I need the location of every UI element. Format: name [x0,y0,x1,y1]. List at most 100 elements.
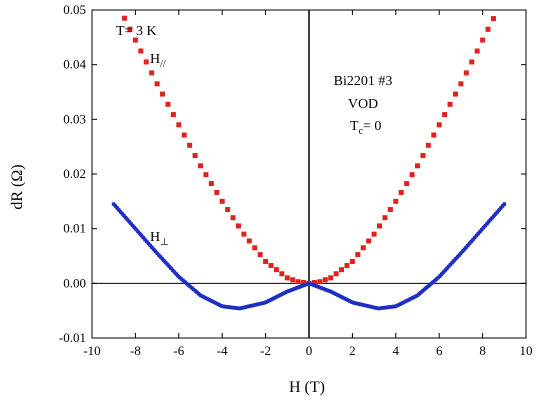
data-point-parallel [366,238,372,244]
data-point-parallel [208,181,214,187]
data-point-parallel [132,37,138,43]
data-point-parallel [349,258,355,264]
data-point-parallel [339,267,345,273]
x-tick-label: 4 [393,343,400,358]
data-point-parallel [127,26,133,32]
data-point-parallel [203,172,209,178]
data-point-parallel [257,252,263,258]
data-point-parallel [198,163,203,169]
y-tick-label: 0.00 [63,275,86,290]
data-point-parallel [474,48,480,54]
data-point-parallel [187,142,193,148]
data-point-parallel [219,198,225,204]
y-axis-title: dR (Ω) [9,164,26,209]
data-point-parallel [322,277,328,283]
tc-main: T [350,119,359,134]
x-tick-label: -10 [83,343,100,358]
data-point-parallel [241,231,247,237]
y-tick-label: 0.03 [63,111,86,126]
tc-sub: c [359,126,364,137]
data-point-parallel [176,122,182,128]
data-point-parallel [143,59,149,65]
data-point-parallel [290,277,296,283]
data-point-parallel [355,252,361,258]
y-tick-label: 0.01 [63,221,86,236]
x-axis-title: H (T) [289,379,325,396]
series-label-perpendicular-sub: ⊥ [160,237,169,248]
data-point-parallel [442,112,448,118]
x-tick-label: -2 [260,343,271,358]
data-point-parallel [181,132,187,138]
data-point-parallel [311,280,317,286]
data-point-parallel [149,70,155,76]
condition-annotation: VOD [348,97,378,112]
series-label-parallel-main: H [150,52,160,67]
data-point-parallel [235,223,241,229]
x-tick-label: -6 [173,343,184,358]
data-point-parallel [284,275,290,281]
data-point-parallel [138,48,144,54]
data-point-parallel [328,275,334,281]
y-tick-label: 0.05 [63,2,86,17]
data-point-parallel [404,181,410,187]
data-point-parallel [154,81,160,87]
temperature-annotation: T= 3 K [116,24,157,39]
series-layer [111,15,507,311]
data-point-parallel [230,215,236,221]
series-label-parallel-sub: // [160,59,166,70]
data-point-parallel [252,245,258,251]
x-tick-label: -8 [130,343,141,358]
data-point-parallel [122,15,128,21]
data-point-parallel [263,258,269,264]
data-point-parallel [452,91,458,97]
data-point-parallel [490,16,496,22]
data-point-parallel [225,207,231,213]
data-point-parallel [160,91,166,97]
data-point-parallel [165,101,171,107]
data-point-parallel [192,153,198,159]
axis-ticks: -10 -8 -6 -4 -2 0 2 4 6 8 10 -0.01 0.00 0.01 0.02 0.03 0… [59,2,533,358]
data-point-parallel [485,26,491,32]
data-point-parallel [295,279,301,285]
data-point-parallel [409,172,415,178]
data-point-parallel [436,122,442,128]
series-label-parallel: H// [150,52,166,70]
data-point-parallel [371,231,377,237]
data-point-perpendicular [502,202,507,207]
data-point-parallel [458,81,464,87]
data-point-parallel [273,267,279,273]
data-point-parallel [463,70,469,76]
sample-annotation: Bi2201 #3 [334,74,393,89]
tc-annotation: Tc= 0 [350,119,381,137]
data-point-parallel [415,163,420,169]
series-label-perpendicular-main: H [150,230,160,245]
data-point-parallel [344,263,350,269]
data-point-parallel [469,59,475,65]
data-point-parallel [377,223,383,229]
data-point-parallel [382,215,388,221]
data-point-parallel [268,263,274,269]
data-point-parallel [214,189,220,195]
data-point-parallel [360,245,366,251]
data-point-parallel [420,153,426,159]
data-point-parallel [170,112,176,118]
series-perpendicular [111,202,507,311]
y-tick-label: 0.04 [63,57,86,72]
x-tick-label: 10 [520,343,533,358]
data-point-parallel [393,198,399,204]
y-tick-label: 0.02 [63,166,86,181]
data-point-parallel [425,142,431,148]
data-point-parallel [480,37,486,43]
x-tick-label: 6 [436,343,443,358]
x-tick-label: 0 [306,343,313,358]
tc-value: = 0 [363,119,381,134]
y-tick-label: -0.01 [59,330,86,345]
x-tick-label: 2 [349,343,356,358]
data-point-parallel [301,280,307,286]
data-point-parallel [246,238,252,244]
data-point-parallel [431,132,437,138]
series-label-perpendicular: H⊥ [150,230,169,248]
x-tick-label: 8 [479,343,486,358]
data-point-parallel [279,271,285,277]
